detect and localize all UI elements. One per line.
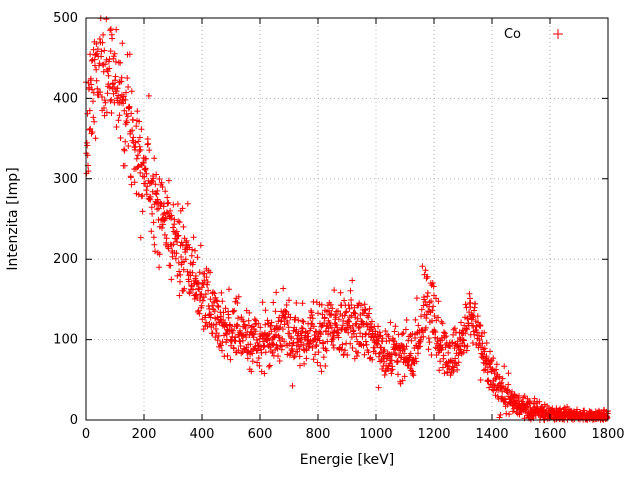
- data-points-layer: [83, 15, 611, 423]
- plot-border: [85, 17, 609, 421]
- y-tick-label: 200: [53, 252, 78, 267]
- x-tick-label: 1400: [475, 427, 508, 442]
- legend-label: Co: [504, 27, 521, 42]
- y-axis-label: Intenzita [Imp]: [5, 167, 21, 270]
- x-tick-label: 600: [248, 427, 273, 442]
- x-tick-label: 1000: [359, 427, 392, 442]
- y-tick-label: 500: [53, 11, 78, 26]
- x-tick-label: 1600: [533, 427, 566, 442]
- y-tick-label: 0: [70, 413, 78, 428]
- x-tick-label: 400: [190, 427, 215, 442]
- y-tick-label: 100: [53, 333, 78, 348]
- y-tick-label: 400: [53, 91, 78, 106]
- y-tick-label: 300: [53, 172, 78, 187]
- tick-marks: [85, 17, 609, 421]
- tick-marks-path: [85, 17, 609, 421]
- x-axis-label: Energie [keV]: [300, 452, 394, 468]
- legend-plus-marker-icon: [553, 29, 563, 39]
- co-series-points: [83, 15, 611, 423]
- x-tick-label: 1800: [591, 427, 624, 442]
- x-tick-label: 200: [132, 427, 157, 442]
- x-tick-label: 0: [82, 427, 90, 442]
- x-tick-label: 800: [306, 427, 331, 442]
- x-tick-label: 1200: [417, 427, 450, 442]
- tick-labels: 0 200 400 600 800 1000 1200 1400 1600 1800 0 100 200…: [53, 11, 624, 442]
